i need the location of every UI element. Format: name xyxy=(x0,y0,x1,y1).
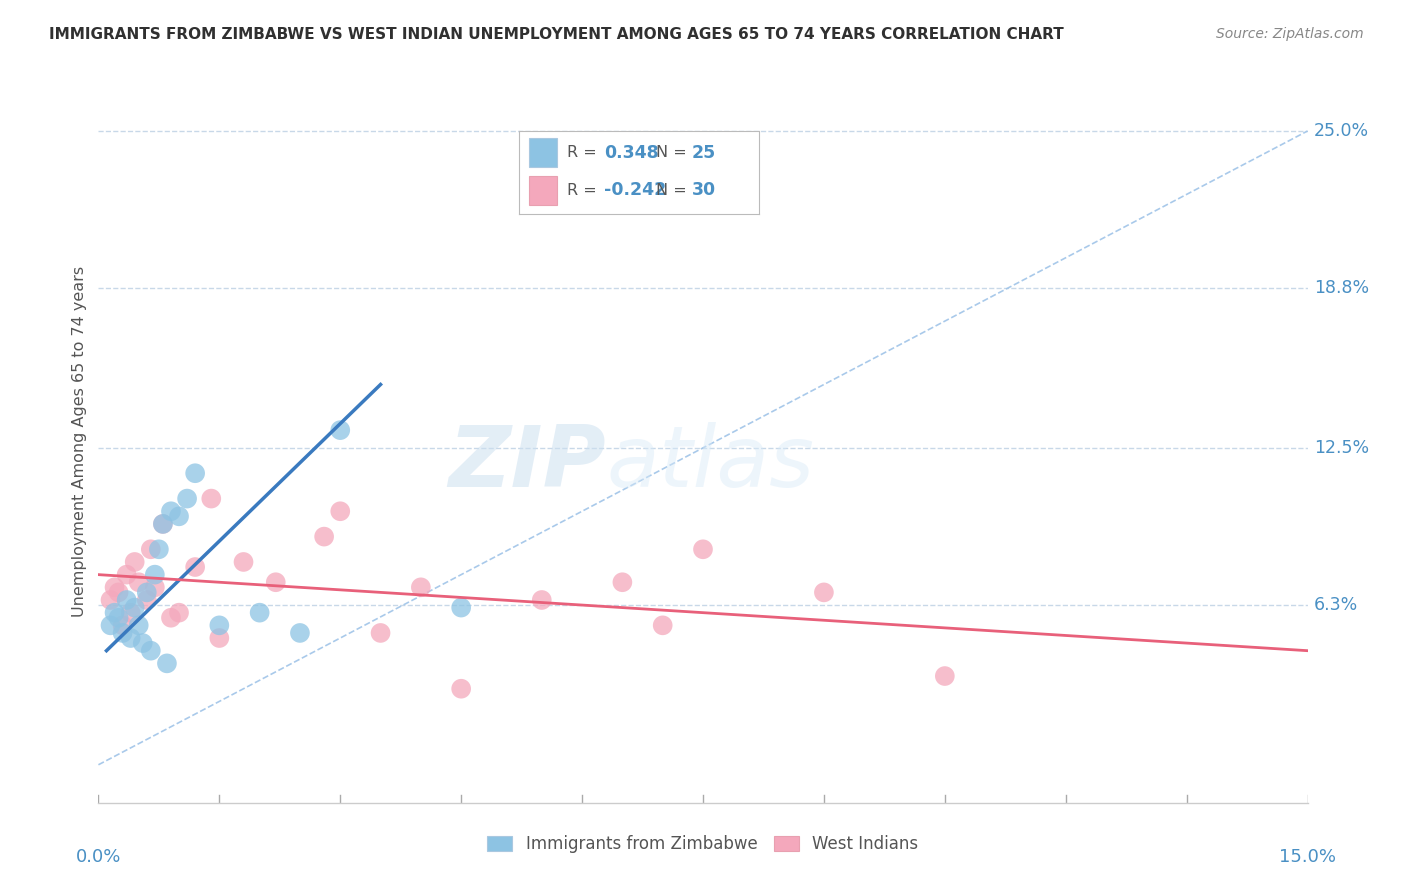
Point xyxy=(156,657,179,671)
Point xyxy=(530,593,553,607)
Text: IMMIGRANTS FROM ZIMBABWE VS WEST INDIAN UNEMPLOYMENT AMONG AGES 65 TO 74 YEARS C: IMMIGRANTS FROM ZIMBABWE VS WEST INDIAN … xyxy=(49,27,1064,42)
Text: 25.0%: 25.0% xyxy=(1313,122,1369,140)
Point xyxy=(152,516,174,531)
Point xyxy=(143,580,166,594)
Point xyxy=(329,504,352,518)
Legend: Immigrants from Zimbabwe, West Indians: Immigrants from Zimbabwe, West Indians xyxy=(481,828,925,860)
Text: 30: 30 xyxy=(692,181,716,200)
Point xyxy=(135,585,157,599)
Point xyxy=(128,575,150,590)
Point xyxy=(120,606,142,620)
Point xyxy=(612,575,634,590)
Text: 25: 25 xyxy=(692,144,716,161)
Point xyxy=(200,491,222,506)
Point xyxy=(135,593,157,607)
Point xyxy=(450,681,472,696)
Text: 12.5%: 12.5% xyxy=(1313,439,1369,457)
Point xyxy=(160,504,183,518)
Text: 0.0%: 0.0% xyxy=(76,848,121,866)
Text: 18.8%: 18.8% xyxy=(1313,279,1369,297)
Text: -0.242: -0.242 xyxy=(605,181,666,200)
Text: 15.0%: 15.0% xyxy=(1279,848,1336,866)
Point xyxy=(132,636,155,650)
Text: 0.348: 0.348 xyxy=(605,144,659,161)
Point xyxy=(103,606,125,620)
Point xyxy=(115,593,138,607)
Point xyxy=(139,643,162,657)
Point xyxy=(124,600,146,615)
Point xyxy=(152,516,174,531)
Point xyxy=(107,585,129,599)
FancyBboxPatch shape xyxy=(529,138,557,168)
Point xyxy=(115,567,138,582)
Point xyxy=(103,580,125,594)
Point xyxy=(120,631,142,645)
Point xyxy=(651,618,673,632)
Point xyxy=(329,423,352,437)
Point xyxy=(409,580,432,594)
Point xyxy=(143,567,166,582)
Text: ZIP: ZIP xyxy=(449,422,606,505)
Point xyxy=(314,530,336,544)
Point xyxy=(208,618,231,632)
Point xyxy=(111,618,134,632)
Text: N =: N = xyxy=(655,145,692,160)
Point xyxy=(107,611,129,625)
Point xyxy=(184,560,207,574)
Point xyxy=(208,631,231,645)
Point xyxy=(148,542,170,557)
Point xyxy=(111,626,134,640)
Point xyxy=(934,669,956,683)
Point xyxy=(128,618,150,632)
Point xyxy=(100,593,122,607)
Point xyxy=(450,600,472,615)
Text: R =: R = xyxy=(567,145,602,160)
Point xyxy=(651,187,673,202)
Text: Source: ZipAtlas.com: Source: ZipAtlas.com xyxy=(1216,27,1364,41)
Point xyxy=(139,542,162,557)
Point xyxy=(184,467,207,481)
Point xyxy=(160,611,183,625)
Point xyxy=(100,618,122,632)
Point xyxy=(232,555,254,569)
Point xyxy=(692,542,714,557)
Y-axis label: Unemployment Among Ages 65 to 74 years: Unemployment Among Ages 65 to 74 years xyxy=(72,266,87,617)
Text: 6.3%: 6.3% xyxy=(1313,596,1358,614)
FancyBboxPatch shape xyxy=(529,177,557,205)
Text: atlas: atlas xyxy=(606,422,814,505)
Point xyxy=(370,626,392,640)
Point xyxy=(264,575,287,590)
Point xyxy=(124,555,146,569)
Point xyxy=(288,626,311,640)
Point xyxy=(813,585,835,599)
Point xyxy=(167,509,190,524)
Point xyxy=(167,606,190,620)
Text: R =: R = xyxy=(567,183,602,198)
Point xyxy=(176,491,198,506)
Point xyxy=(249,606,271,620)
Text: N =: N = xyxy=(655,183,692,198)
